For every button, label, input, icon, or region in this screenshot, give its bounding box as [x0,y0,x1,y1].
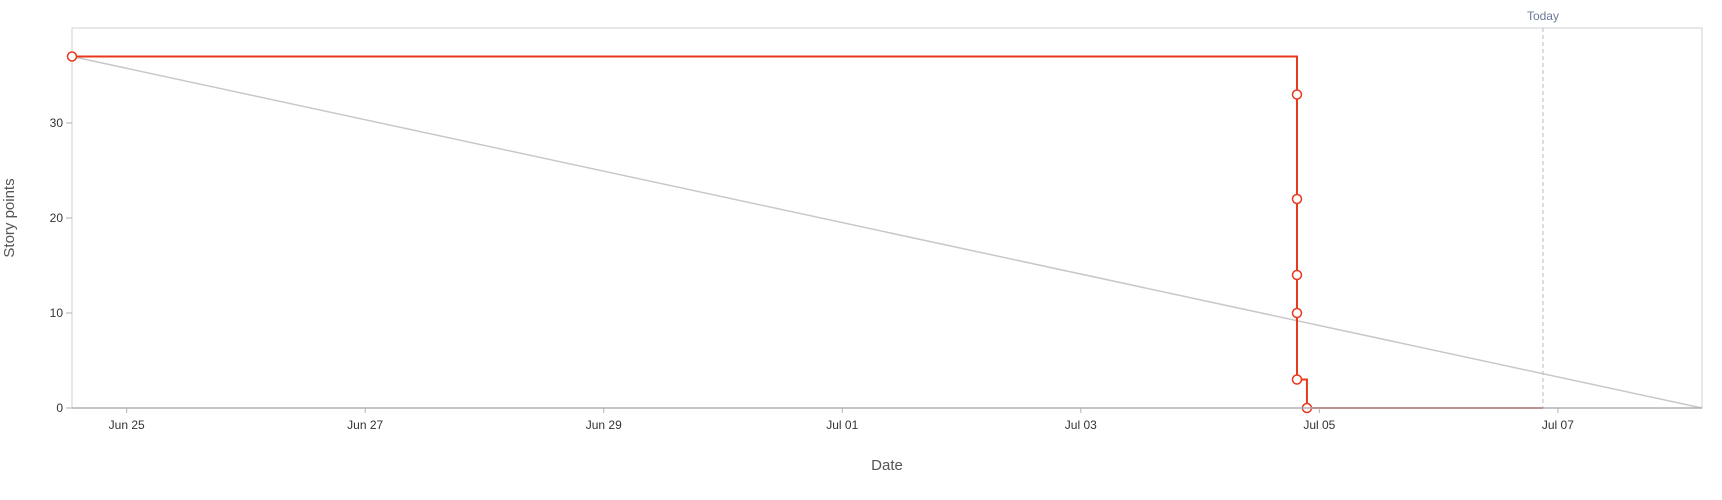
x-tick-label: Jun 27 [347,418,383,432]
plot-area-frame [71,27,1703,409]
x-tick-label: Jul 05 [1303,418,1335,432]
y-tick-label: 20 [50,211,64,225]
actual-data-point[interactable] [1291,89,1303,100]
today-marker: Today [1527,9,1559,408]
y-tick-label: 10 [50,306,64,320]
y-axis-title: Story points [1,178,18,257]
guideline-layer [71,55,1703,409]
x-tick-label: Jul 07 [1542,418,1574,432]
actual-data-point[interactable] [1291,307,1303,319]
y-axis-ticks: 0 10 20 30 [50,116,72,415]
x-tick-label: Jul 01 [826,418,858,432]
actual-data-point[interactable] [66,51,78,62]
x-axis-ticks: Jun 25 Jun 27 Jun 29 Jul 01 Jul 03 Jul 05 Jul … [109,408,1574,432]
actual-data-point[interactable] [1291,193,1303,205]
x-tick-label: Jul 03 [1065,418,1097,432]
x-tick-label: Jun 29 [586,418,622,432]
today-label: Today [1527,9,1559,23]
actual-data-point[interactable] [1291,269,1303,281]
x-tick-label: Jun 25 [109,418,145,432]
y-tick-label: 30 [50,116,64,130]
actual-layer [66,51,1543,414]
guideline-series-line [71,55,1703,409]
x-axis-title: Date [871,457,903,474]
actual-data-point[interactable] [1291,374,1303,385]
y-tick-label: 0 [56,401,63,415]
actual-series-line [72,55,1543,409]
